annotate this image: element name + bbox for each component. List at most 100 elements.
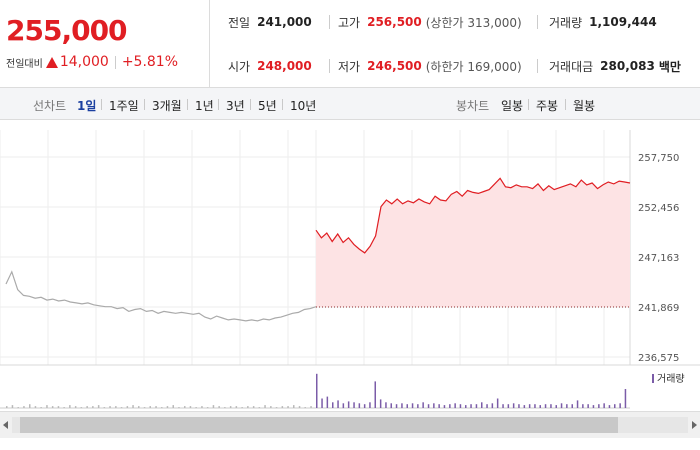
- line-chart-label: 선차트: [33, 99, 67, 113]
- volume-bar: [438, 404, 440, 408]
- volume-bar: [23, 406, 25, 408]
- upper-limit: (상한가 313,000): [425, 15, 522, 30]
- period-1w[interactable]: 1주일: [109, 99, 139, 113]
- volume-bar: [582, 404, 584, 408]
- volume-bar: [433, 403, 435, 409]
- volume-bar: [465, 405, 467, 408]
- volume-bar: [51, 406, 54, 408]
- volume-bar: [155, 406, 157, 408]
- period-1y[interactable]: 1년: [195, 99, 214, 113]
- divider: [114, 55, 116, 69]
- volume-bar: [502, 404, 504, 408]
- volume-bar: [46, 405, 48, 408]
- volume-bar: [353, 402, 355, 408]
- period-3m[interactable]: 3개월: [152, 99, 182, 113]
- stat-value: 280,083: [600, 59, 655, 73]
- divider: [187, 99, 188, 110]
- period-1d[interactable]: 1일: [77, 99, 97, 113]
- volume-bar: [178, 407, 180, 409]
- volume-bar: [298, 406, 301, 408]
- divider: [144, 99, 145, 110]
- volume-bar: [518, 404, 520, 408]
- volume-bar: [304, 407, 306, 409]
- volume-bar: [143, 407, 146, 409]
- chart-scrollbar[interactable]: [0, 411, 700, 438]
- volume-bar: [281, 406, 284, 408]
- volume-bar: [6, 406, 8, 408]
- volume-bar: [422, 402, 424, 408]
- divider: [250, 99, 251, 110]
- volume-bar: [326, 396, 329, 408]
- volume-bar: [235, 406, 238, 408]
- volume-bar: [475, 404, 478, 408]
- volume-bar: [363, 404, 366, 408]
- change-amount: 14,000: [59, 54, 109, 70]
- volume-bar: [619, 403, 621, 409]
- volume-bar: [560, 403, 563, 409]
- volume-bar: [275, 407, 278, 409]
- stat-label: 거래대금: [549, 59, 594, 74]
- y-tick-label: 257,750: [638, 153, 679, 164]
- volume-bar: [189, 406, 192, 408]
- stat-value: 241,000: [257, 15, 312, 29]
- stat-open: 시가 248,000: [228, 44, 312, 88]
- period-5y[interactable]: 5년: [258, 99, 277, 113]
- stat-trade-amount: 거래대금 280,083 백만: [549, 44, 681, 88]
- volume-bar: [379, 399, 382, 408]
- stat-prev-close: 전일 241,000: [228, 0, 312, 44]
- y-tick-label: 236,575: [638, 353, 679, 364]
- volume-bar: [385, 402, 387, 408]
- volume-bar: [358, 403, 361, 409]
- divider: [537, 59, 538, 73]
- volume-bar: [390, 403, 392, 409]
- volume-bar: [523, 405, 526, 408]
- volume-bar: [229, 406, 232, 408]
- volume-bar: [293, 405, 295, 408]
- volume-legend-swatch: [652, 374, 654, 383]
- scroll-thumb[interactable]: [20, 417, 618, 433]
- period-3y[interactable]: 3년: [226, 99, 245, 113]
- today-price-line: [315, 177, 631, 254]
- y-tick-label: 252,456: [638, 203, 679, 214]
- volume-bar: [347, 401, 350, 408]
- volume-bar: [166, 406, 169, 408]
- volume-bar: [316, 373, 318, 408]
- volume-bar: [406, 404, 408, 408]
- stat-value: 246,500: [367, 59, 422, 73]
- volume-bar: [212, 405, 215, 408]
- amount-unit: 백만: [658, 59, 681, 74]
- divider: [218, 99, 219, 110]
- stat-label: 전일: [228, 15, 251, 30]
- volume-bar: [332, 402, 334, 408]
- scroll-left-icon[interactable]: [3, 421, 8, 429]
- volume-bar: [427, 404, 430, 408]
- candle-daily[interactable]: 일봉: [501, 99, 524, 113]
- volume-bar: [252, 406, 255, 408]
- volume-bar: [40, 407, 42, 409]
- volume-bar: [201, 406, 203, 408]
- stat-label: 시가: [228, 59, 251, 74]
- candle-monthly[interactable]: 월봉: [573, 99, 596, 113]
- volume-bar: [449, 404, 451, 408]
- stat-value: 1,109,444: [589, 15, 657, 29]
- scroll-right-icon[interactable]: [692, 421, 697, 429]
- intraday-price-chart[interactable]: 257,750 252,456 247,163 241,869 236,575 거래량: [0, 120, 700, 410]
- period-10y[interactable]: 10년: [290, 99, 317, 113]
- volume-bar: [587, 404, 589, 408]
- volume-bar: [132, 405, 134, 408]
- volume-bar: [507, 404, 510, 408]
- volume-bar: [369, 402, 371, 408]
- volume-bar: [470, 404, 472, 408]
- volume-bar: [491, 403, 494, 409]
- volume-bar: [566, 404, 568, 408]
- volume-bar: [321, 398, 323, 408]
- volume-bar: [126, 406, 129, 408]
- volume-bar: [411, 403, 414, 409]
- volume-bar: [224, 407, 226, 409]
- candle-weekly[interactable]: 주봉: [536, 99, 559, 113]
- period-selector-bar: 선차트 1일 1주일 3개월 1년 3년 5년 10년 봉차트 일봉 주봉 월봉: [0, 88, 700, 120]
- volume-bar: [86, 406, 88, 408]
- y-tick-label: 241,869: [638, 303, 679, 314]
- stat-value: 248,000: [257, 59, 312, 73]
- price-lines: [5, 177, 631, 322]
